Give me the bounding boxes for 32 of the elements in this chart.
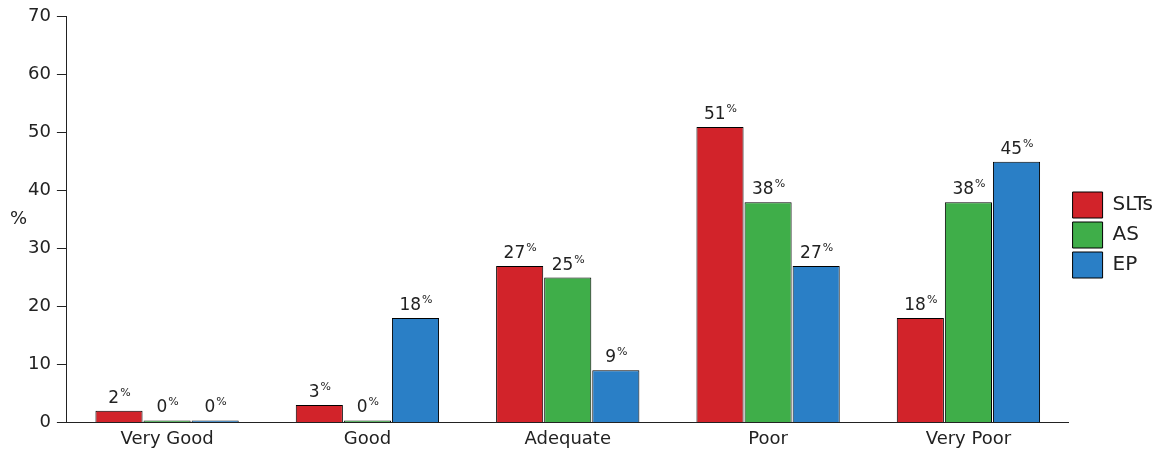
data-label: 45% xyxy=(1000,136,1034,158)
data-label: 3% xyxy=(308,380,331,402)
y-tick-label: 60 xyxy=(28,62,51,84)
data-label: 2% xyxy=(108,385,131,407)
y-tick-label: 50 xyxy=(28,120,51,142)
y-axis-title: % xyxy=(10,207,28,229)
y-tick-label: 70 xyxy=(28,4,51,26)
y-tick-label: 40 xyxy=(28,178,51,200)
data-label: 0% xyxy=(156,395,179,417)
data-label: 51% xyxy=(703,101,738,123)
data-label: 0% xyxy=(356,395,380,417)
data-label: 38% xyxy=(752,177,786,199)
y-tick-label: 10 xyxy=(28,352,51,374)
legend-label: SLTs xyxy=(1112,191,1154,216)
data-label: 25% xyxy=(551,252,585,274)
y-tick-label: 20 xyxy=(28,294,51,316)
y-tick-label: 0 xyxy=(39,410,51,432)
x-tick-label: Very Poor xyxy=(925,426,1012,448)
legend-label: AS xyxy=(1112,221,1139,246)
y-tick-label: 30 xyxy=(28,236,51,258)
data-label: 18% xyxy=(904,293,938,315)
data-label: 9% xyxy=(605,345,628,367)
x-tick-label: Good xyxy=(343,426,392,448)
data-label: 18% xyxy=(399,293,433,315)
data-label: 38% xyxy=(952,177,986,199)
x-tick-label: Poor xyxy=(748,426,789,448)
data-label: 0% xyxy=(204,395,227,417)
legend-label: EP xyxy=(1112,251,1138,276)
data-label: 27% xyxy=(800,240,834,262)
data-label: 27% xyxy=(503,240,537,262)
x-tick-label: Very Good xyxy=(120,426,214,448)
x-tick-label: Adequate xyxy=(524,426,611,448)
